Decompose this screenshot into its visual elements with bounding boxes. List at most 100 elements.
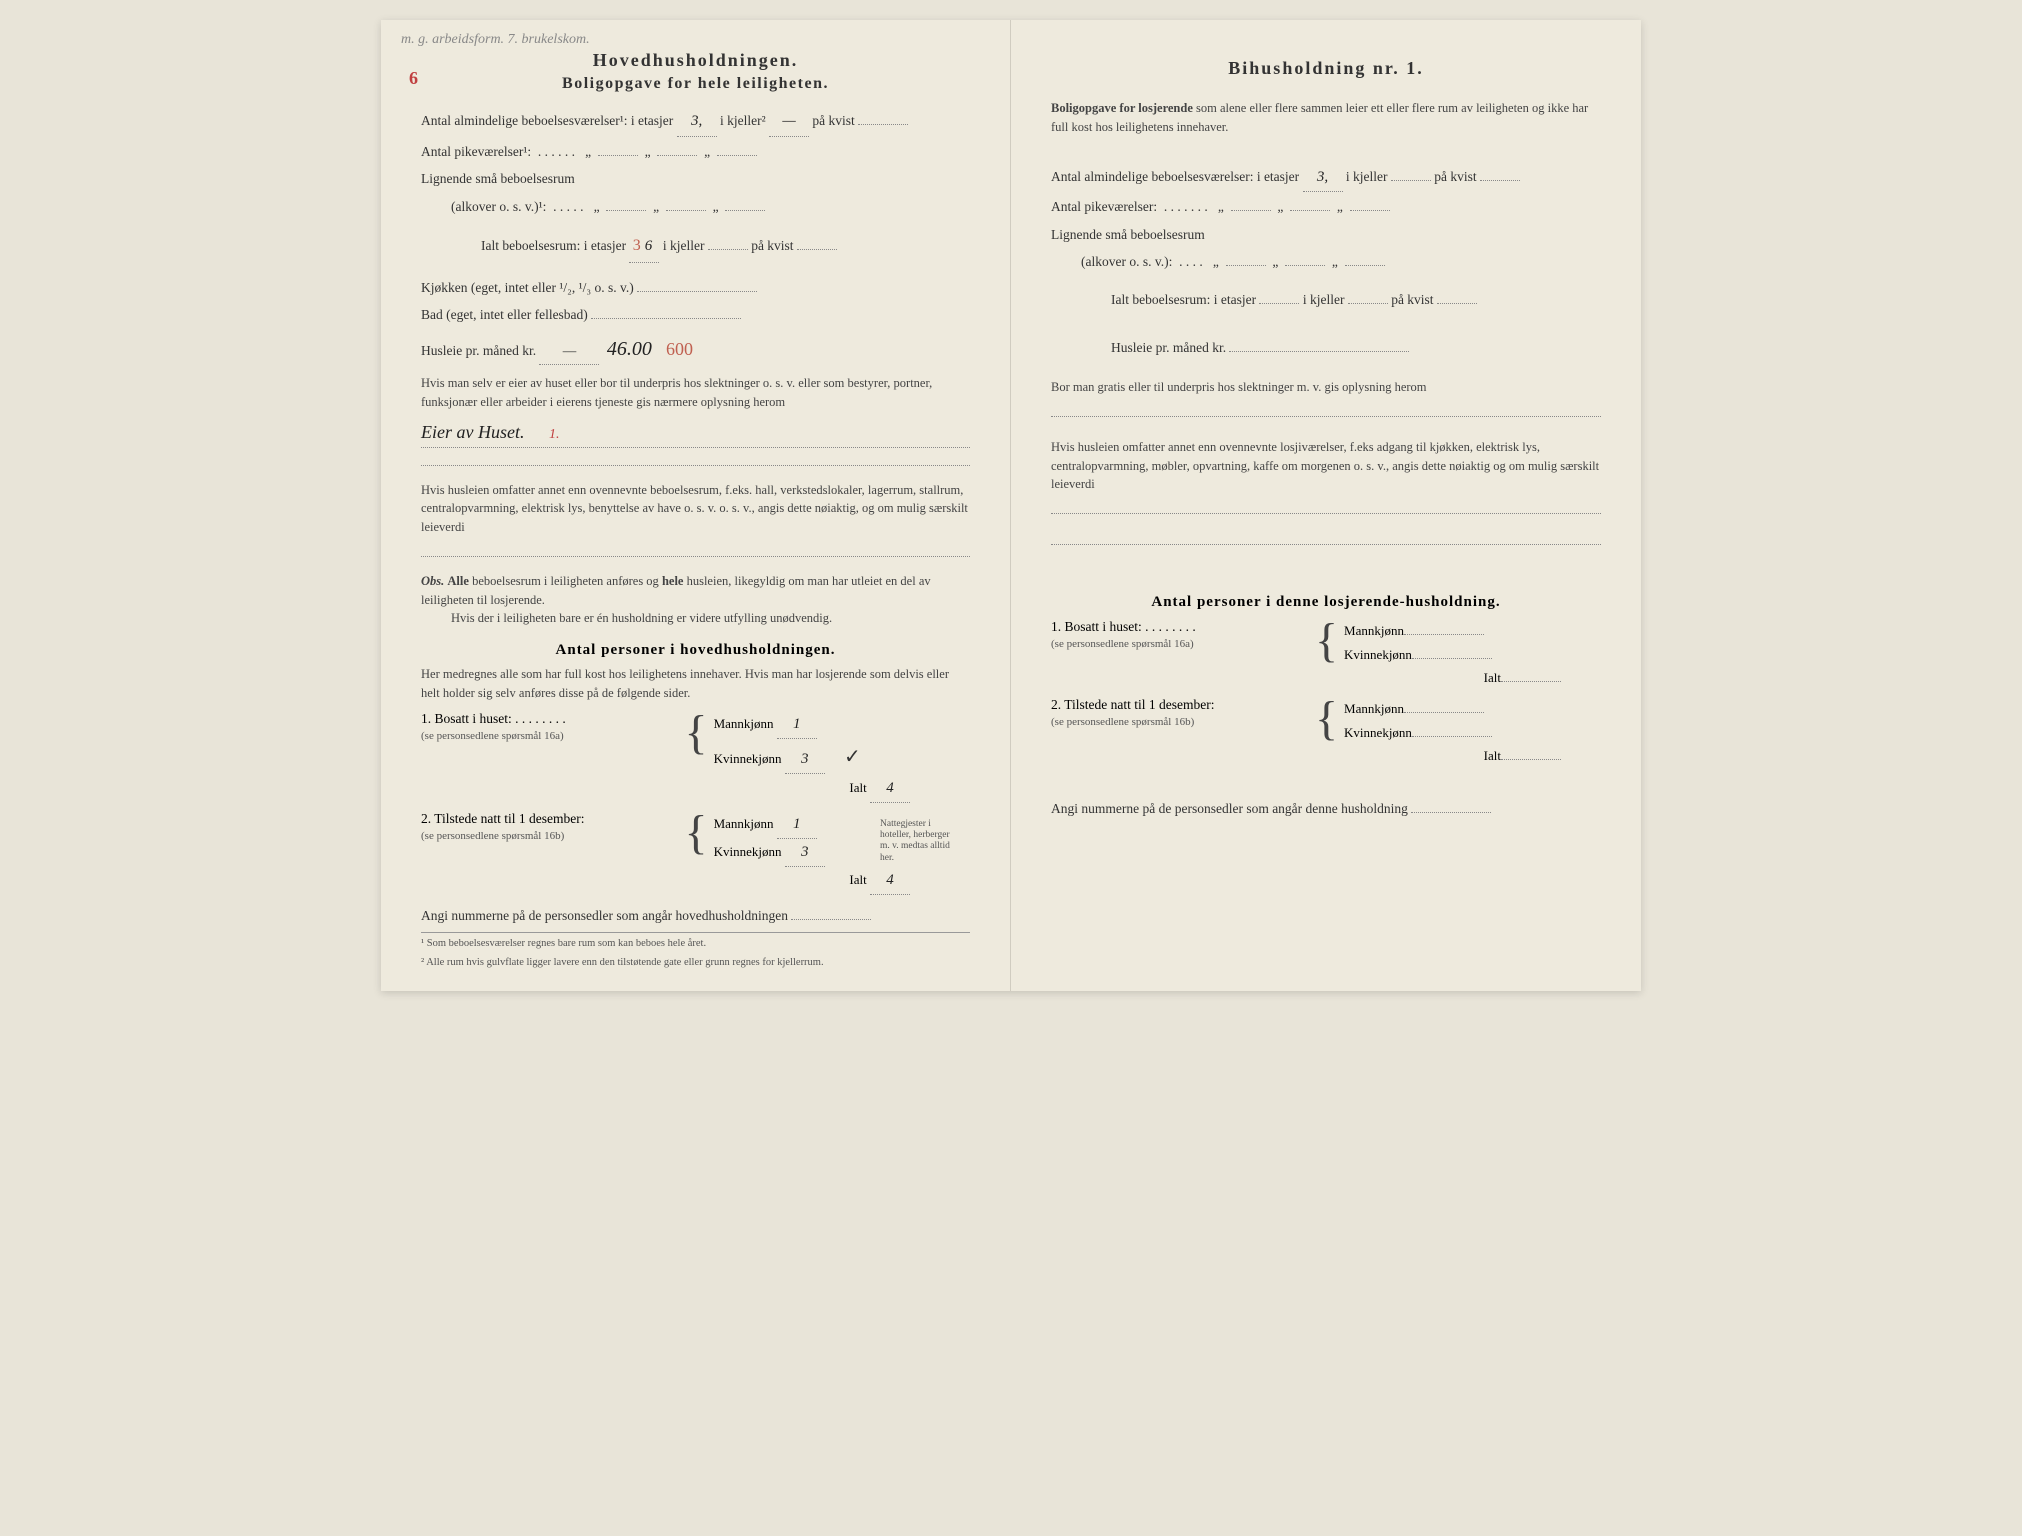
r-gratis-note: Bor man gratis eller til underpris hos s…: [1051, 378, 1601, 397]
pike-line: Antal pikeværelser¹: . . . . . . „ „ „: [421, 139, 970, 165]
alk-blank3: [725, 210, 765, 211]
q1-kvinne-label: Kvinnekjønn: [714, 751, 782, 766]
ialt-etasjer-value: 36: [629, 231, 659, 262]
pike-blank3: [717, 155, 757, 156]
r-extra-note: Hvis husleien omfatter annet enn ovennev…: [1051, 438, 1601, 494]
r-q2-label: 2. Tilstede natt til 1 desember:: [1051, 697, 1215, 712]
dotted-blank-1: [421, 452, 970, 466]
owner-red-num: 1.: [549, 427, 560, 442]
q1-row: 1. Bosatt i huset: . . . . . . . . (se p…: [421, 711, 970, 803]
r-alkover-label: (alkover o. s. v.):: [1081, 254, 1172, 269]
pike-label: Antal pikeværelser¹:: [421, 144, 531, 159]
ialt-kvist-blank: [797, 249, 837, 250]
q1-left: 1. Bosatt i huset: . . . . . . . . (se p…: [421, 711, 685, 743]
r-pike-label: Antal pikeværelser:: [1051, 199, 1157, 214]
bad-line: Bad (eget, intet eller fellesbad): [421, 302, 970, 328]
q2-label: 2. Tilstede natt til 1 desember:: [421, 811, 585, 826]
bad-label: Bad (eget, intet eller fellesbad): [421, 307, 588, 322]
guest-note: Nattegjester i hoteller, herberger m. v.…: [880, 819, 960, 865]
r-q2-ialt-b: [1501, 759, 1561, 760]
r-rooms-etasjer: 3,: [1303, 163, 1343, 193]
footnote-2: ² Alle rum hvis gulvflate ligger lavere …: [421, 956, 970, 971]
r-ialt-label: Ialt beboelsesrum: i etasjer: [1111, 292, 1256, 307]
lignende-line: Lignende små beboelsesrum: [421, 166, 970, 192]
dotted-blank-2: [421, 543, 970, 557]
r-rooms-line: Antal almindelige beboelsesværelser: i e…: [1051, 163, 1601, 193]
kjokken-blank: [637, 291, 757, 292]
r-q2-left: 2. Tilstede natt til 1 desember: (se per…: [1051, 697, 1315, 729]
r-husleie-line: Husleie pr. måned kr.: [1051, 335, 1601, 361]
rooms-label: Antal almindelige beboelsesværelser¹: i …: [421, 113, 673, 128]
check-icon: ✓: [844, 746, 861, 768]
subtitle: Boligopgave for hele leiligheten.: [421, 75, 970, 93]
right-title: Bihusholdning nr. 1.: [1051, 58, 1601, 79]
r-ialt-kjeller-label: i kjeller: [1303, 292, 1345, 307]
q2-left: 2. Tilstede natt til 1 desember: (se per…: [421, 811, 685, 843]
footnote-1: ¹ Som beboelsesværelser regnes bare rum …: [421, 932, 970, 952]
rooms-kjeller-label: i kjeller²: [720, 113, 766, 128]
r-ialt-kjeller: [1348, 303, 1388, 304]
pike-blank2: [657, 155, 697, 156]
alkover-label: (alkover o. s. v.)¹:: [451, 199, 546, 214]
q2-mann-label: Mannkjønn: [714, 816, 774, 831]
r-q1-mann-b: [1404, 634, 1484, 635]
r-brace-2: {: [1315, 697, 1338, 767]
r-q2-mann-b: [1404, 712, 1484, 713]
ialt-kvist-label: på kvist: [751, 238, 793, 253]
owner-handwritten: Eier av Huset. 1.: [421, 418, 970, 448]
bad-blank: [591, 318, 741, 319]
r-rooms-kjeller-blank: [1391, 180, 1431, 181]
r-husleie-label: Husleie pr. måned kr.: [1111, 340, 1226, 355]
r-dotted-3: [1051, 531, 1601, 545]
q1-ialt-value: 4: [870, 775, 910, 803]
r-rooms-kvist-blank: [1480, 180, 1520, 181]
q1-mann-value: 1: [777, 711, 817, 739]
r-q1-left: 1. Bosatt i huset: . . . . . . . . (se p…: [1051, 619, 1315, 651]
obs-block: Obs. Alle beboelsesrum i leiligheten anf…: [421, 572, 970, 628]
r-ialt-etasjer: [1259, 303, 1299, 304]
r-lignende-line: Lignende små beboelsesrum: [1051, 222, 1601, 248]
r-rooms-kvist-label: på kvist: [1434, 169, 1476, 184]
husleie-dash: —: [539, 338, 599, 365]
persons-intro: Her medregnes alle som har full kost hos…: [421, 665, 970, 703]
r-brace-1: {: [1315, 619, 1338, 689]
r-persons-title: Antal personer i denne losjerende-hushol…: [1051, 594, 1601, 611]
r-dotted-1: [1051, 403, 1601, 417]
q2-mann-value: 1: [777, 811, 817, 839]
r-q2-kvinne-b: [1412, 736, 1492, 737]
owner-text: Eier av Huset.: [421, 422, 524, 442]
alkover-line: (alkover o. s. v.)¹: . . . . . „ „ „: [421, 194, 970, 220]
r-alkover-line: (alkover o. s. v.): . . . . „ „ „: [1051, 249, 1601, 275]
r-rooms-kjeller-label: i kjeller: [1346, 169, 1388, 184]
q1-sub: (se personsedlene spørsmål 16a): [421, 730, 564, 742]
right-intro: Boligopgave for losjerende som alene ell…: [1051, 99, 1601, 137]
alk-blank1: [606, 210, 646, 211]
r-q1-label: 1. Bosatt i huset:: [1051, 619, 1142, 634]
pencil-annotation: m. g. arbeidsform. 7. brukelskom.: [401, 32, 590, 48]
r-ialt-kvist: [1437, 303, 1477, 304]
r-angi-label: Angi nummerne på de personsedler som ang…: [1051, 801, 1408, 816]
rooms-kjeller-value: —: [769, 107, 809, 137]
owner-note: Hvis man selv er eier av huset eller bor…: [421, 374, 970, 412]
r-q2-ialt: Ialt: [1484, 748, 1501, 763]
q2-row: 2. Tilstede natt til 1 desember: (se per…: [421, 811, 970, 895]
r-dotted-2: [1051, 500, 1601, 514]
alk-blank2: [666, 210, 706, 211]
persons-title: Antal personer i hovedhusholdningen.: [421, 642, 970, 659]
r-pike-line: Antal pikeværelser: . . . . . . . „ „ „: [1051, 194, 1601, 220]
r-alk-b2: [1285, 265, 1325, 266]
q1-label: 1. Bosatt i huset:: [421, 711, 512, 726]
angi-label: Angi nummerne på de personsedler som ang…: [421, 908, 788, 923]
document-spread: m. g. arbeidsform. 7. brukelskom. 6 Hove…: [381, 20, 1641, 991]
brace-icon-2: {: [685, 811, 708, 895]
rooms-etasjer-value: 3,: [677, 107, 717, 137]
red-number: 6: [409, 68, 418, 89]
r-rooms-label: Antal almindelige beboelsesværelser: i e…: [1051, 169, 1299, 184]
husleie-label: Husleie pr. måned kr.: [421, 343, 536, 358]
q2-ialt-label: Ialt: [849, 872, 866, 887]
r-pike-b2: [1290, 210, 1330, 211]
husleie-line: Husleie pr. måned kr. — 46.00 600: [421, 330, 970, 368]
r-q2-kvinne: Kvinnekjønn: [1344, 725, 1412, 740]
q2-kvinne-label: Kvinnekjønn: [714, 844, 782, 859]
rooms-kvist-value: [858, 124, 908, 125]
